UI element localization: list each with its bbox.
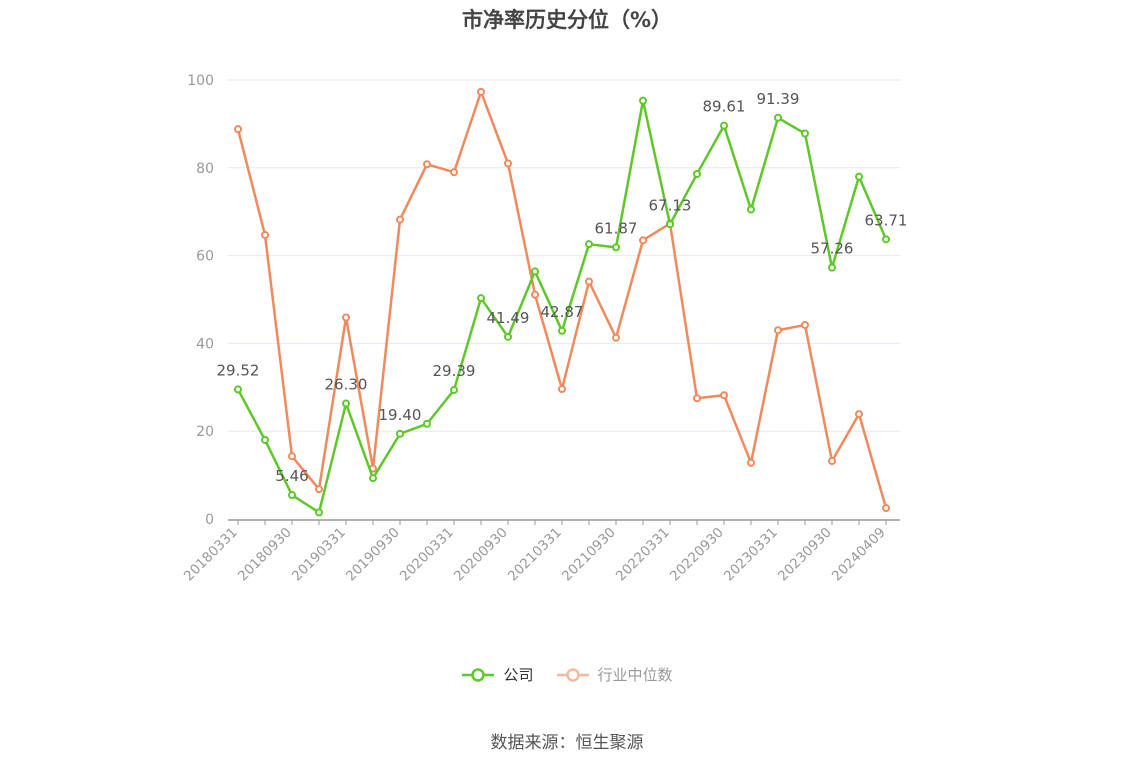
legend-label-industry: 行业中位数 (597, 666, 673, 684)
x-tick-label: 20180331 (181, 525, 241, 585)
data-point-company (585, 240, 593, 249)
data-source: 数据来源：恒生聚源 (490, 733, 644, 753)
data-point-company (423, 419, 431, 428)
data-point-company (882, 235, 890, 244)
data-point-company (666, 220, 674, 229)
x-tick-label: 20210930 (559, 525, 619, 585)
data-point-industry (450, 168, 458, 177)
data-point-industry (693, 394, 701, 403)
data-point-industry (477, 87, 485, 96)
data-point-company (315, 508, 323, 517)
data-point-company (450, 385, 458, 394)
y-tick-label: 20 (196, 424, 214, 440)
data-point-company (234, 385, 242, 394)
data-label: 67.13 (649, 196, 692, 214)
data-point-company (504, 332, 512, 341)
data-label: 57.26 (811, 240, 854, 258)
x-tick-label: 20180930 (235, 525, 295, 585)
data-point-industry (288, 452, 296, 461)
data-point-company (369, 474, 377, 483)
x-tick-label: 20190331 (289, 525, 349, 585)
data-label: 61.87 (595, 219, 638, 237)
data-point-industry (423, 160, 431, 169)
x-tick-label: 20200331 (397, 525, 457, 585)
x-tick-label: 20220930 (667, 525, 727, 585)
x-tick-label: 20210331 (505, 525, 565, 585)
x-tick-label: 20240409 (829, 525, 889, 585)
data-label: 29.39 (433, 362, 476, 380)
data-point-industry (585, 277, 593, 286)
y-tick-label: 100 (187, 73, 214, 89)
legend-label-company: 公司 (503, 666, 534, 684)
chart-title: 市净率历史分位（%） (461, 8, 673, 32)
x-tick-label: 20200930 (451, 525, 511, 585)
y-tick-label: 60 (196, 249, 214, 265)
y-tick-label: 0 (205, 512, 214, 528)
data-point-industry (342, 313, 350, 322)
data-label: 63.71 (865, 211, 908, 229)
data-point-industry (504, 159, 512, 168)
data-label: 26.30 (325, 376, 368, 394)
data-point-industry (774, 326, 782, 335)
data-point-company (288, 491, 296, 500)
data-point-company (261, 435, 269, 444)
data-label: 5.46 (275, 467, 308, 485)
x-tick-label: 20220331 (613, 525, 673, 585)
legend: 公司 行业中位数 (0, 664, 1134, 685)
data-label: 41.49 (487, 309, 530, 327)
data-point-company (855, 172, 863, 181)
data-point-industry (801, 320, 809, 329)
circle-line-icon (556, 667, 589, 682)
legend-item-company[interactable]: 公司 (461, 664, 534, 685)
data-point-industry (531, 290, 539, 299)
data-point-company (774, 113, 782, 122)
data-point-company (801, 129, 809, 138)
data-point-industry (882, 504, 890, 513)
data-label: 29.52 (217, 361, 260, 379)
legend-item-industry[interactable]: 行业中位数 (556, 664, 673, 685)
data-point-company (342, 399, 350, 408)
x-tick-label: 20190930 (343, 525, 403, 585)
data-point-company (531, 267, 539, 276)
data-point-company (396, 429, 404, 438)
data-point-industry (612, 333, 620, 342)
data-label: 89.61 (703, 98, 746, 116)
data-label: 42.87 (541, 303, 584, 321)
data-point-company (639, 96, 647, 105)
data-point-industry (855, 410, 863, 419)
x-tick-label: 20230930 (775, 525, 835, 585)
data-point-industry (261, 230, 269, 239)
data-point-industry (558, 385, 566, 394)
data-point-company (477, 294, 485, 303)
data-point-company (828, 263, 836, 272)
data-label: 19.40 (379, 406, 422, 424)
y-tick-label: 40 (196, 336, 214, 352)
data-point-company (693, 169, 701, 178)
data-point-industry (396, 215, 404, 224)
data-point-company (720, 121, 728, 130)
data-point-industry (720, 391, 728, 400)
data-point-company (558, 326, 566, 335)
circle-line-icon (462, 667, 495, 682)
x-tick-label: 20230331 (721, 525, 781, 585)
y-tick-label: 80 (196, 161, 214, 177)
data-label: 91.39 (757, 90, 800, 108)
data-point-company (747, 205, 755, 214)
data-point-industry (315, 485, 323, 494)
data-point-industry (828, 457, 836, 466)
data-point-industry (234, 125, 242, 134)
data-point-industry (747, 458, 755, 467)
data-point-industry (639, 236, 647, 245)
data-point-company (612, 243, 620, 252)
